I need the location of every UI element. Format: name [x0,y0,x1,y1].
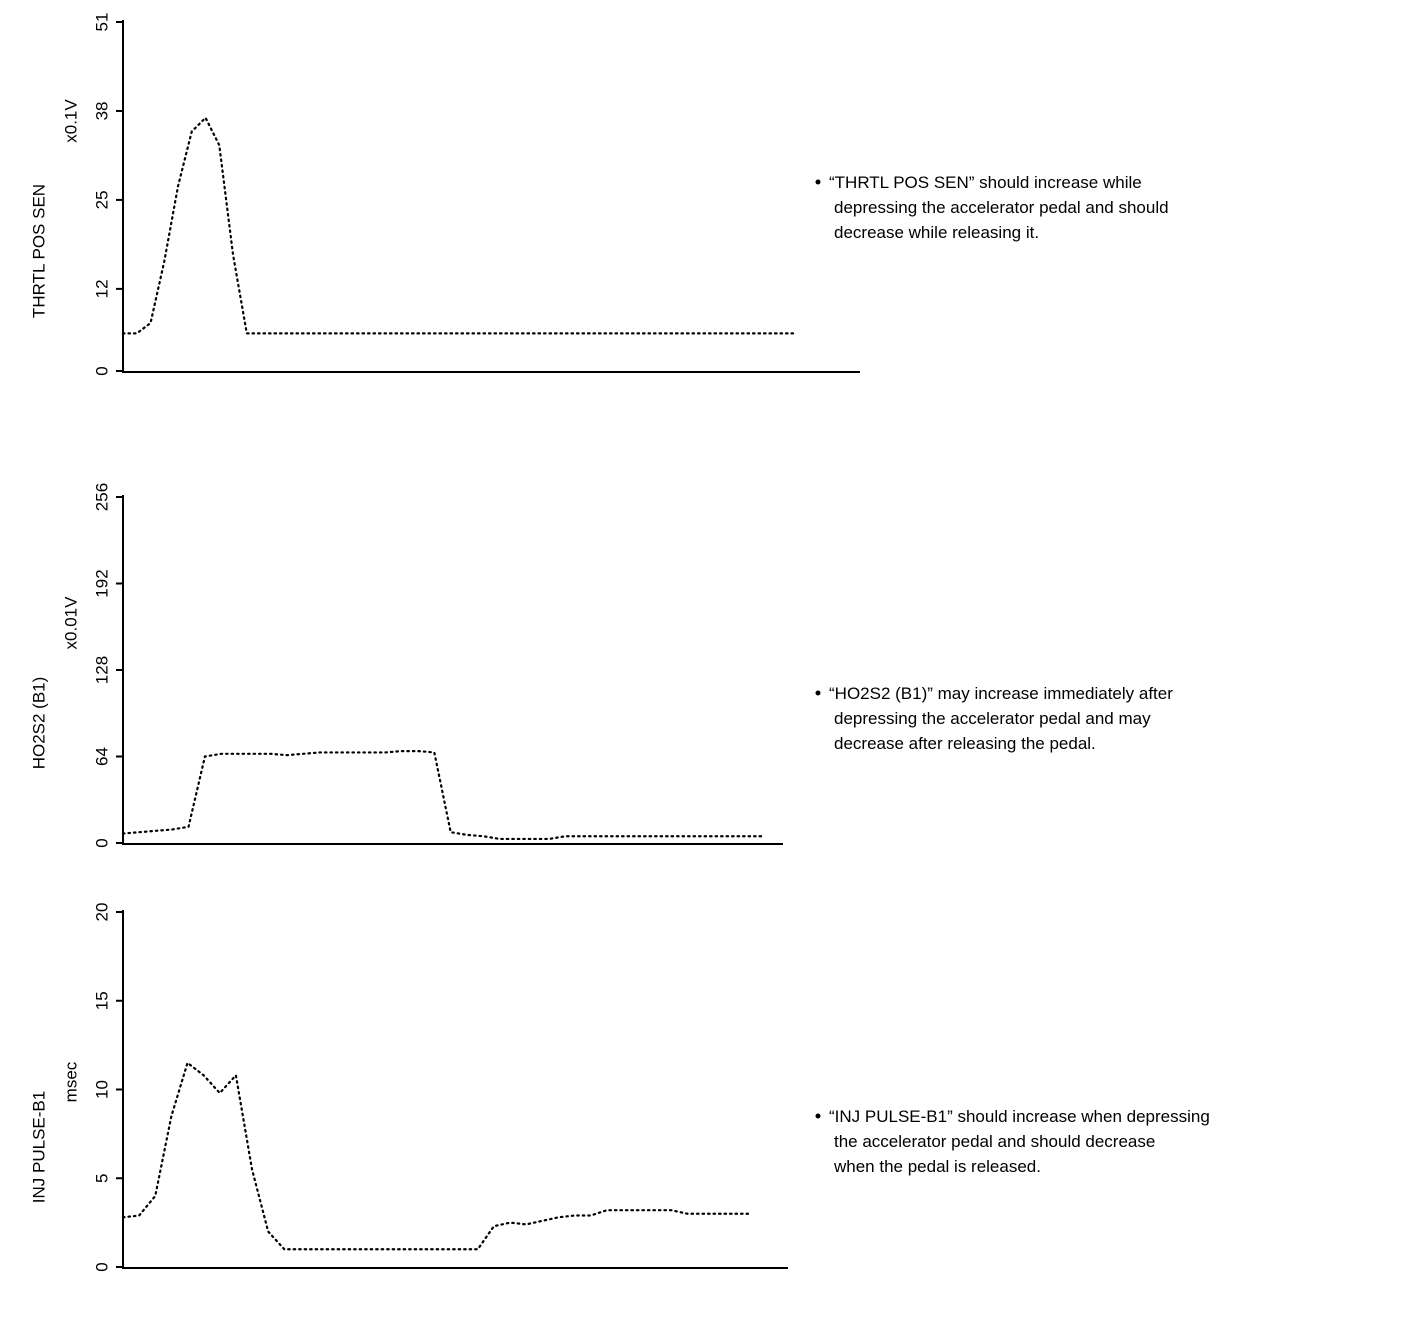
unit-label: x0.1V [61,99,80,143]
y-tick-label: 51 [92,13,111,32]
note-line: when the pedal is released. [833,1157,1041,1176]
note-line: decrease while releasing it. [834,223,1039,242]
bullet [815,1113,821,1119]
y-tick-label: 20 [92,903,111,922]
bullet [815,179,821,185]
y-tick-label: 0 [92,1262,111,1271]
data-line [121,749,764,841]
unit-label: x0.01V [61,596,80,650]
note-line: decrease after releasing the pedal. [834,734,1096,753]
y-tick-label: 10 [92,1080,111,1099]
y-tick-label: 128 [92,656,111,684]
note-line: the accelerator pedal and should decreas… [834,1132,1155,1151]
y-tick-label: 12 [92,279,111,298]
y-tick-label: 0 [92,838,111,847]
y-axis-label: INJ PULSE-B1 [29,1091,48,1203]
note-line: “HO2S2 (B1)” may increase immediately af… [829,684,1173,703]
note-line: depressing the accelerator pedal and may [834,709,1151,728]
y-tick-label: 5 [92,1174,111,1183]
y-tick-label: 64 [92,747,111,766]
y-tick-label: 25 [92,190,111,209]
data-line [121,115,799,335]
note-line: depressing the accelerator pedal and sho… [834,198,1169,217]
y-tick-label: 192 [92,569,111,597]
note-line: “INJ PULSE-B1” should increase when depr… [829,1107,1210,1126]
y-axis-label: HO2S2 (B1) [29,677,48,770]
y-tick-label: 15 [92,991,111,1010]
data-line [121,1061,754,1251]
y-axis-label: THRTL POS SEN [29,184,48,318]
y-tick-label: 256 [92,483,111,511]
note-line: “THRTL POS SEN” should increase while [829,173,1142,192]
bullet [815,690,821,696]
y-tick-label: 0 [92,366,111,375]
unit-label: msec [61,1061,80,1102]
y-tick-label: 38 [92,101,111,120]
